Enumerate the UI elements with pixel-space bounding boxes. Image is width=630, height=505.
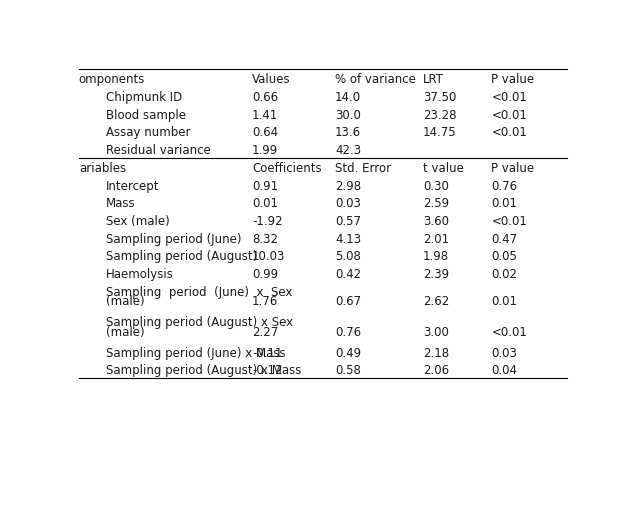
Text: 0.49: 0.49 bbox=[335, 346, 361, 359]
Text: 0.76: 0.76 bbox=[491, 179, 517, 192]
Text: 0.05: 0.05 bbox=[491, 250, 517, 263]
Text: 2.06: 2.06 bbox=[423, 364, 449, 377]
Text: % of variance: % of variance bbox=[335, 73, 416, 86]
Text: 3.60: 3.60 bbox=[423, 215, 449, 228]
Text: -1.92: -1.92 bbox=[252, 215, 283, 228]
Text: 14.75: 14.75 bbox=[423, 126, 457, 139]
Text: Blood sample: Blood sample bbox=[106, 109, 186, 121]
Text: 0.03: 0.03 bbox=[491, 346, 517, 359]
Text: -0.11: -0.11 bbox=[252, 346, 283, 359]
Text: omponents: omponents bbox=[79, 73, 145, 86]
Text: t value: t value bbox=[423, 162, 464, 175]
Text: Mass: Mass bbox=[106, 197, 135, 210]
Text: 0.42: 0.42 bbox=[335, 268, 361, 281]
Text: Sex (male): Sex (male) bbox=[106, 215, 169, 228]
Text: 3.00: 3.00 bbox=[423, 325, 449, 338]
Text: 10.03: 10.03 bbox=[252, 250, 285, 263]
Text: 14.0: 14.0 bbox=[335, 91, 361, 104]
Text: Chipmunk ID: Chipmunk ID bbox=[106, 91, 182, 104]
Text: 2.01: 2.01 bbox=[423, 232, 449, 245]
Text: LRT: LRT bbox=[423, 73, 444, 86]
Text: 0.01: 0.01 bbox=[252, 197, 278, 210]
Text: P value: P value bbox=[491, 73, 534, 86]
Text: 0.99: 0.99 bbox=[252, 268, 278, 281]
Text: 0.01: 0.01 bbox=[491, 197, 517, 210]
Text: <0.01: <0.01 bbox=[491, 91, 527, 104]
Text: 30.0: 30.0 bbox=[335, 109, 361, 121]
Text: 0.47: 0.47 bbox=[491, 232, 517, 245]
Text: (male): (male) bbox=[106, 294, 144, 308]
Text: 5.08: 5.08 bbox=[335, 250, 361, 263]
Text: Sampling period (June) x Mass: Sampling period (June) x Mass bbox=[106, 346, 285, 359]
Text: Sampling period (August): Sampling period (August) bbox=[106, 250, 257, 263]
Text: 2.39: 2.39 bbox=[423, 268, 449, 281]
Text: 2.59: 2.59 bbox=[423, 197, 449, 210]
Text: <0.01: <0.01 bbox=[491, 325, 527, 338]
Text: 0.58: 0.58 bbox=[335, 364, 361, 377]
Text: Residual variance: Residual variance bbox=[106, 144, 210, 157]
Text: 0.04: 0.04 bbox=[491, 364, 517, 377]
Text: 0.03: 0.03 bbox=[335, 197, 361, 210]
Text: Sampling  period  (June)  x  Sex: Sampling period (June) x Sex bbox=[106, 285, 292, 298]
Text: Intercept: Intercept bbox=[106, 179, 159, 192]
Text: <0.01: <0.01 bbox=[491, 126, 527, 139]
Text: 0.02: 0.02 bbox=[491, 268, 517, 281]
Text: 1.76: 1.76 bbox=[252, 294, 278, 308]
Text: Sampling period (August) x Mass: Sampling period (August) x Mass bbox=[106, 364, 301, 377]
Text: 0.64: 0.64 bbox=[252, 126, 278, 139]
Text: 4.13: 4.13 bbox=[335, 232, 361, 245]
Text: Assay number: Assay number bbox=[106, 126, 190, 139]
Text: ariables: ariables bbox=[79, 162, 126, 175]
Text: 0.67: 0.67 bbox=[335, 294, 361, 308]
Text: P value: P value bbox=[491, 162, 534, 175]
Text: 0.30: 0.30 bbox=[423, 179, 449, 192]
Text: 1.99: 1.99 bbox=[252, 144, 278, 157]
Text: 0.91: 0.91 bbox=[252, 179, 278, 192]
Text: 42.3: 42.3 bbox=[335, 144, 361, 157]
Text: 0.76: 0.76 bbox=[335, 325, 361, 338]
Text: -0.12: -0.12 bbox=[252, 364, 283, 377]
Text: Std. Error: Std. Error bbox=[335, 162, 391, 175]
Text: <0.01: <0.01 bbox=[491, 109, 527, 121]
Text: (male): (male) bbox=[106, 325, 144, 338]
Text: 8.32: 8.32 bbox=[252, 232, 278, 245]
Text: 2.62: 2.62 bbox=[423, 294, 449, 308]
Text: 0.01: 0.01 bbox=[491, 294, 517, 308]
Text: Values: Values bbox=[252, 73, 290, 86]
Text: 37.50: 37.50 bbox=[423, 91, 456, 104]
Text: 2.98: 2.98 bbox=[335, 179, 361, 192]
Text: Sampling period (June): Sampling period (June) bbox=[106, 232, 241, 245]
Text: 2.27: 2.27 bbox=[252, 325, 278, 338]
Text: Sampling period (August) x Sex: Sampling period (August) x Sex bbox=[106, 316, 293, 329]
Text: Coefficients: Coefficients bbox=[252, 162, 322, 175]
Text: 1.41: 1.41 bbox=[252, 109, 278, 121]
Text: 1.98: 1.98 bbox=[423, 250, 449, 263]
Text: 13.6: 13.6 bbox=[335, 126, 361, 139]
Text: 0.57: 0.57 bbox=[335, 215, 361, 228]
Text: 2.18: 2.18 bbox=[423, 346, 449, 359]
Text: 23.28: 23.28 bbox=[423, 109, 457, 121]
Text: Haemolysis: Haemolysis bbox=[106, 268, 173, 281]
Text: 0.66: 0.66 bbox=[252, 91, 278, 104]
Text: <0.01: <0.01 bbox=[491, 215, 527, 228]
